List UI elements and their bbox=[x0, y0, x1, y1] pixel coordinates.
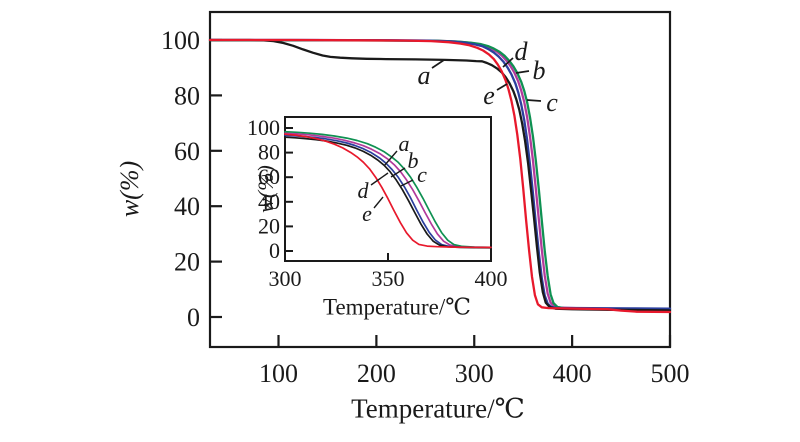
inset-y-tick-label: 100 bbox=[247, 115, 280, 140]
inset-x-axis-title: Temperature/℃ bbox=[323, 294, 471, 320]
main-x-tick-label: 500 bbox=[651, 359, 690, 388]
inset-background bbox=[285, 117, 491, 261]
inset-series-e-line bbox=[284, 133, 492, 249]
main-curve-leader-a bbox=[431, 59, 445, 69]
main-y-axis-title: w(%) bbox=[115, 160, 144, 218]
inset-series-b-line bbox=[284, 134, 492, 249]
main-y-tick-label: 0 bbox=[187, 303, 200, 332]
main-x-tick-label: 300 bbox=[455, 359, 494, 388]
main-y-tick-label: 20 bbox=[174, 248, 200, 277]
main-curve-leader-b bbox=[515, 70, 530, 74]
main-y-tick-label: 40 bbox=[174, 192, 200, 221]
inset-y-axis-title: w(%) bbox=[253, 165, 278, 213]
main-curve-label-d: d bbox=[515, 37, 529, 66]
inset-curve-label-a: a bbox=[399, 131, 410, 156]
inset-curve-leader-c bbox=[400, 179, 414, 187]
inset-x-tick-label: 300 bbox=[269, 266, 302, 291]
main-x-axis-title: Temperature/℃ bbox=[351, 393, 525, 424]
main-curve-leader-d bbox=[502, 57, 514, 68]
main-frame bbox=[208, 10, 672, 349]
main-series-a-line bbox=[208, 38, 672, 312]
main-curve-label-e: e bbox=[483, 81, 495, 110]
inset-y-tick-label: 40 bbox=[258, 189, 280, 214]
main-x-tick-label: 100 bbox=[259, 359, 298, 388]
main-curve-label-c: c bbox=[546, 88, 558, 117]
inset-curve-leader-d bbox=[370, 172, 389, 186]
inset-x-tick-label: 400 bbox=[475, 266, 508, 291]
inset-y-tick-label: 60 bbox=[258, 164, 280, 189]
inset-x-tick-label: 350 bbox=[372, 266, 405, 291]
main-curve-label-b: b bbox=[533, 56, 546, 85]
inset-curve-label-e: e bbox=[362, 201, 372, 226]
main-x-tick-label: 200 bbox=[357, 359, 396, 388]
inset-y-tick-label: 20 bbox=[258, 213, 280, 238]
inset-y-tick-label: 80 bbox=[258, 140, 280, 165]
main-curve-label-a: a bbox=[418, 61, 431, 90]
inset-series-c-line bbox=[284, 130, 492, 249]
main-curve-leader-e bbox=[496, 83, 508, 91]
main-y-tick-label: 60 bbox=[174, 137, 200, 166]
main-series-e-line bbox=[208, 38, 672, 314]
inset-curve-label-b: b bbox=[408, 148, 419, 173]
main-x-tick-label: 400 bbox=[553, 359, 592, 388]
main-y-tick-label: 100 bbox=[161, 26, 200, 55]
inset-curve-label-d: d bbox=[358, 178, 370, 203]
main-y-tick-label: 80 bbox=[174, 81, 200, 110]
inset-curve-label-c: c bbox=[417, 162, 427, 187]
inset-curve-leader-b bbox=[390, 167, 406, 178]
inset-curve-leader-a bbox=[383, 150, 398, 167]
inset-series-d-line bbox=[284, 132, 492, 249]
inset-curve-leader-e bbox=[373, 196, 384, 209]
main-curve-leader-c bbox=[526, 99, 542, 102]
inset-y-tick-label: 0 bbox=[269, 238, 280, 263]
